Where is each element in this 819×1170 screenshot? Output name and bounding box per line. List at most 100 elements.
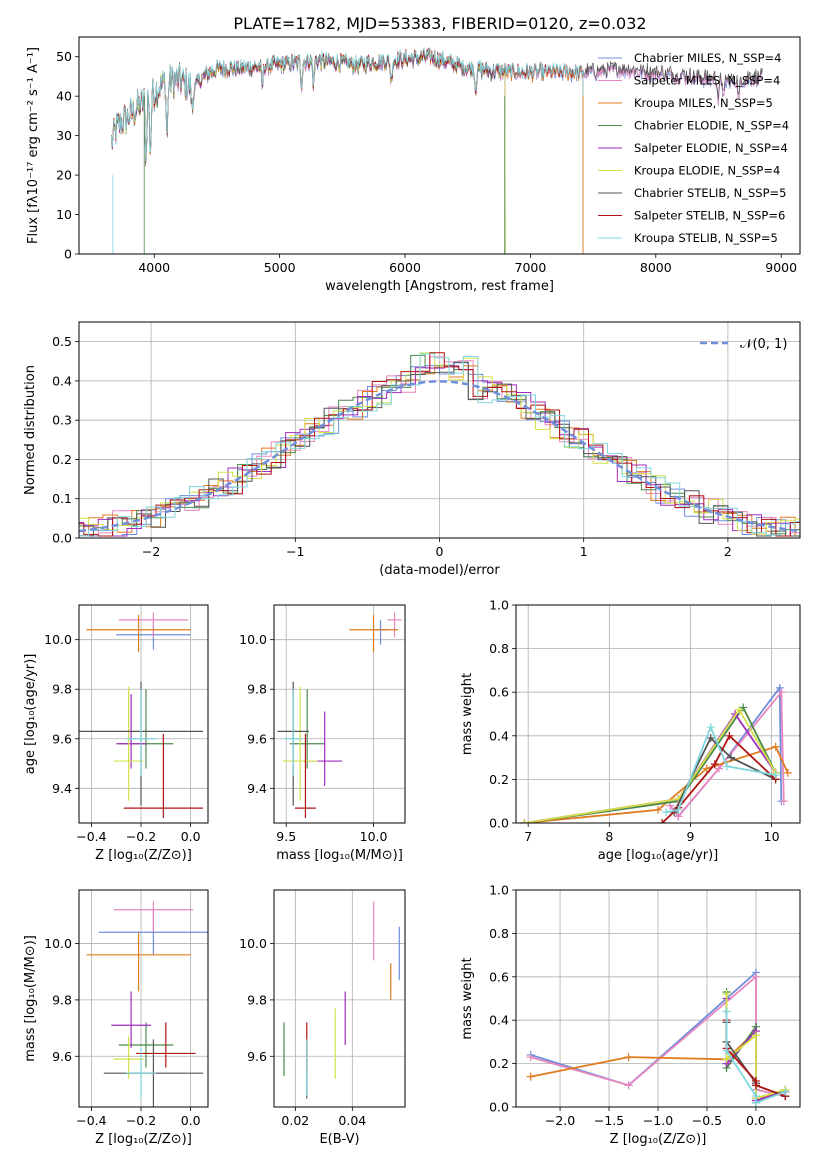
plus-marker xyxy=(624,1081,633,1090)
y-tick-label: 9.4 xyxy=(247,781,267,796)
x-tick-label: 9000 xyxy=(765,260,797,275)
plus-marker xyxy=(751,1081,760,1090)
y-tick-label: 9.8 xyxy=(247,682,267,697)
errorbar-point xyxy=(294,733,316,819)
x-tick-label: 9.5 xyxy=(276,829,296,844)
y-tick-label: 0.4 xyxy=(52,373,72,388)
errorbar-point xyxy=(136,1022,196,1068)
x-axis-label: Z [log₁₀(Z/Z⊙)] xyxy=(610,1132,707,1147)
y-tick-label: 10.0 xyxy=(239,632,267,647)
x-tick-label: −1 xyxy=(286,544,304,559)
y-axis-label: Flux [fλ10⁻¹⁷ erg cm⁻² s⁻¹ A⁻¹] xyxy=(26,47,41,244)
plus-marker xyxy=(777,688,786,697)
massweight-line xyxy=(524,745,789,823)
errorbar-point xyxy=(118,1022,174,1068)
plus-marker xyxy=(722,1046,731,1055)
y-tick-label: 0.2 xyxy=(52,452,72,467)
plot-area xyxy=(86,901,208,1107)
errorbar-point xyxy=(111,991,151,1048)
x-tick-label: −2 xyxy=(142,544,160,559)
plus-marker xyxy=(526,1072,535,1081)
histogram-step xyxy=(79,354,800,536)
plus-marker xyxy=(710,760,719,769)
y-tick-label: 0.2 xyxy=(489,1056,509,1071)
plus-marker xyxy=(725,731,734,740)
errorbar-point xyxy=(113,901,194,933)
plus-marker xyxy=(674,805,683,814)
errorbar-point xyxy=(126,1047,156,1099)
x-axis-label: wavelength [Angstrom, rest frame] xyxy=(325,279,554,294)
plus-marker xyxy=(520,819,529,823)
panel-mass_vs_Z: −0.4 −0.2 0.0 9.6 9.8 10.0 Z [log₁₀(Z/Z⊙)] mass… xyxy=(23,889,209,1147)
plot-area xyxy=(283,901,400,1099)
plus-marker xyxy=(775,683,784,692)
y-tick-label: 20 xyxy=(56,168,72,183)
plot-area xyxy=(277,612,402,819)
spectrum-title: PLATE=1782, MJD=53383, FIBERID=0120, z=0… xyxy=(233,14,646,33)
x-tick-label: −1.5 xyxy=(594,1113,624,1128)
x-tick-label: −1.0 xyxy=(643,1113,673,1128)
y-tick-label: 0.5 xyxy=(52,334,72,349)
y-tick-label: 30 xyxy=(56,128,72,143)
plus-marker xyxy=(714,764,723,773)
plus-marker xyxy=(781,1087,790,1096)
errorbar-point xyxy=(86,614,191,653)
y-tick-label: 0 xyxy=(64,247,72,262)
y-tick-label: 10.0 xyxy=(44,936,72,951)
y-tick-label: 9.8 xyxy=(247,992,267,1007)
plus-marker xyxy=(735,705,744,714)
legend-label: Chabrier ELODIE, N_SSP=4 xyxy=(634,119,789,133)
x-tick-label: −2.0 xyxy=(545,1113,575,1128)
y-tick-label: 9.6 xyxy=(247,731,267,746)
normal-curve xyxy=(79,380,800,533)
y-tick-label: 0.0 xyxy=(489,816,509,831)
y-tick-label: 0.4 xyxy=(489,1013,509,1028)
y-axis-label: age [log₁₀(age/yr)] xyxy=(23,654,38,775)
legend-label: Chabrier MILES, N_SSP=4 xyxy=(634,51,781,65)
x-tick-label: −0.2 xyxy=(126,1113,156,1128)
massweight-line xyxy=(523,705,777,823)
errorbar-point xyxy=(113,686,144,801)
y-tick-label: 0.8 xyxy=(489,926,509,941)
x-tick-label: −0.5 xyxy=(692,1113,722,1128)
panel-age_vs_Z: −0.4 −0.2 0.0 9.4 9.6 9.8 10.0 Z [log₁₀(Z/Z⊙)] a… xyxy=(23,604,209,863)
x-axis-label: E(B-V) xyxy=(319,1132,359,1147)
legend-label: Chabrier STELIB, N_SSP=5 xyxy=(634,186,786,200)
panel-massweight_vs_Z: −2.0 −1.5 −1.0 −0.5 0.0 0.0 0.2 0.4 0.6 0.8 1.0 Z [… xyxy=(460,883,801,1147)
plot-area xyxy=(111,47,763,254)
x-axis-label: age [log₁₀(age/yr)] xyxy=(598,848,719,863)
plus-marker xyxy=(779,797,788,806)
y-tick-label: 1.0 xyxy=(489,883,509,898)
x-axis-label: (data-model)/error xyxy=(379,563,500,578)
errorbar-point xyxy=(126,689,156,776)
massweight-line xyxy=(673,736,777,813)
x-tick-label: 0.04 xyxy=(338,1113,366,1128)
axes-frame xyxy=(78,36,801,255)
y-tick-label: 0.4 xyxy=(489,728,509,743)
y-tick-label: 0.1 xyxy=(52,491,72,506)
y-tick-label: 0.6 xyxy=(489,685,509,700)
plus-marker xyxy=(727,753,736,762)
legend-label: Salpeter MILES, N_SSP=4 xyxy=(634,74,780,88)
y-tick-label: 9.6 xyxy=(247,1049,267,1064)
y-tick-label: 9.4 xyxy=(52,781,72,796)
histogram-step xyxy=(79,353,800,537)
errorbar-point xyxy=(284,689,302,776)
plus-marker xyxy=(722,1055,731,1064)
plus-marker xyxy=(771,771,780,780)
y-tick-label: 9.6 xyxy=(52,1049,72,1064)
x-tick-label: 5000 xyxy=(264,260,296,275)
y-tick-label: 0.3 xyxy=(52,413,72,428)
x-tick-label: 0.0 xyxy=(181,829,201,844)
x-tick-label: 7000 xyxy=(515,260,547,275)
axes-frame xyxy=(515,604,801,824)
plus-marker xyxy=(706,733,715,742)
errorbar-point xyxy=(86,932,191,992)
plus-marker xyxy=(526,1053,535,1062)
x-tick-label: 10 xyxy=(764,829,780,844)
plus-marker xyxy=(722,990,731,999)
y-tick-label: 0.8 xyxy=(489,641,509,656)
x-axis-label: mass [log₁₀(M/M⊙)] xyxy=(276,848,403,863)
x-tick-label: 0.02 xyxy=(281,1113,309,1128)
